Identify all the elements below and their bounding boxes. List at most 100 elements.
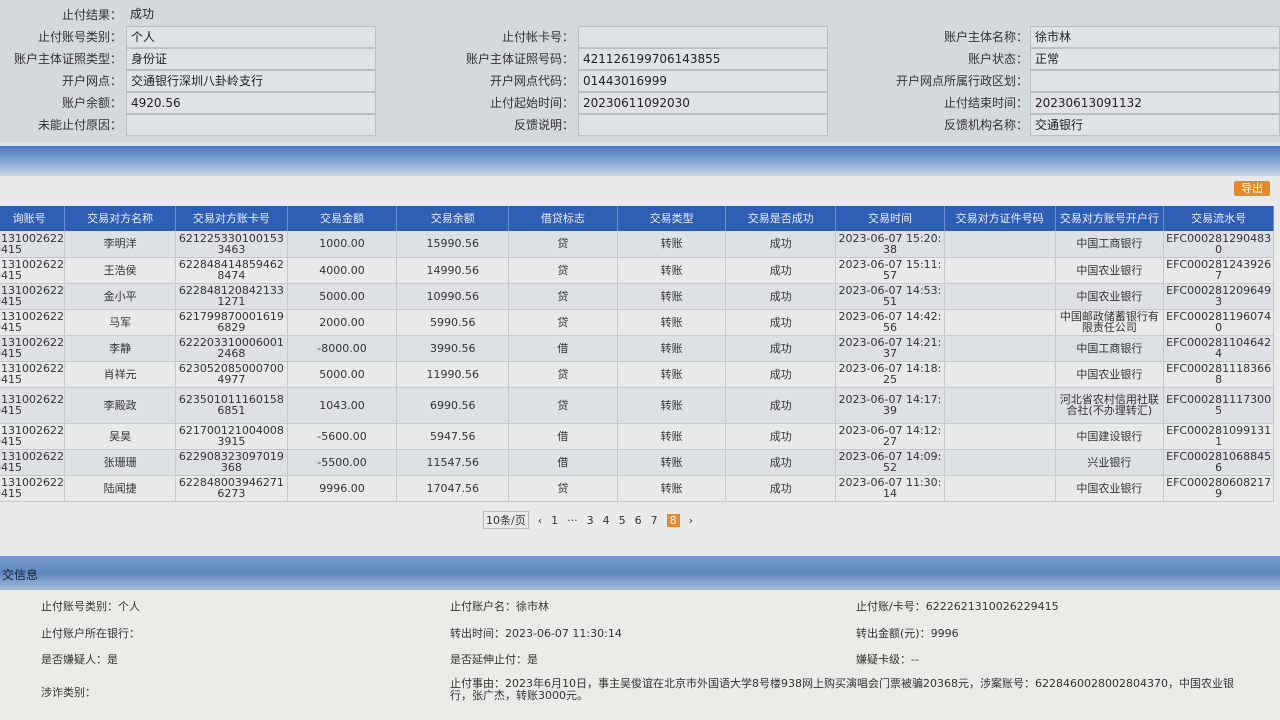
column-header[interactable]: 借贷标志 bbox=[508, 206, 618, 231]
table-cell: 成功 bbox=[725, 361, 837, 388]
table-cell: 14990.56 bbox=[396, 257, 510, 284]
table-row[interactable]: 21310026229415李殿政62350101116015868511043… bbox=[0, 387, 1274, 424]
table-cell bbox=[944, 387, 1056, 424]
field-label: 未能止付原因： bbox=[37, 118, 122, 132]
table-row[interactable]: 21310026229415李静6222033100060012468-8000… bbox=[0, 335, 1274, 362]
section-divider bbox=[0, 146, 1280, 176]
table-cell: 15990.56 bbox=[396, 231, 510, 258]
column-header[interactable]: 交易类型 bbox=[617, 206, 727, 231]
table-cell: 借 bbox=[508, 449, 618, 476]
info-item: 止付账户所在银行： bbox=[41, 627, 140, 640]
table-cell bbox=[944, 335, 1056, 362]
field-value: 成功 bbox=[130, 7, 155, 21]
table-row[interactable]: 21310026229415金小平62284812084213312715000… bbox=[0, 283, 1274, 310]
table-cell: 肖祥元 bbox=[64, 361, 176, 388]
table-cell: 17047.56 bbox=[396, 475, 510, 502]
page-1[interactable]: 1 bbox=[551, 513, 559, 527]
table-cell: 11547.56 bbox=[396, 449, 510, 476]
table-cell: 6228481208421331271 bbox=[175, 283, 288, 310]
table-cell: 5990.56 bbox=[396, 309, 510, 336]
page-4[interactable]: 4 bbox=[602, 513, 610, 527]
column-header[interactable]: 询账号 bbox=[0, 206, 66, 231]
table-cell: 6990.56 bbox=[396, 387, 510, 424]
page-6[interactable]: 6 bbox=[634, 513, 642, 527]
column-header[interactable]: 交易对方账号开户行 bbox=[1055, 206, 1165, 231]
table-cell: EFC0002810688456 bbox=[1163, 449, 1274, 476]
table-cell bbox=[944, 231, 1056, 258]
table-cell: 借 bbox=[508, 335, 618, 362]
info-item: 嫌疑卡级：-- bbox=[856, 653, 919, 666]
page-ellipsis[interactable]: ··· bbox=[567, 513, 578, 527]
table-cell: 贷 bbox=[508, 475, 618, 502]
table-cell: 吴昊 bbox=[64, 423, 176, 450]
page-7[interactable]: 7 bbox=[650, 513, 658, 527]
table-cell: 21310026229415 bbox=[0, 449, 66, 476]
table-cell: 转账 bbox=[617, 449, 727, 476]
field-value: 徐市林 bbox=[1030, 26, 1280, 48]
table-cell: 6222033100060012468 bbox=[175, 335, 288, 362]
table-row[interactable]: 21310026229415李明洋62122533010015334631000… bbox=[0, 231, 1274, 258]
table-row[interactable]: 21310026229415张珊珊622908323097019368-5500… bbox=[0, 449, 1274, 476]
prev-page-button[interactable]: ‹ bbox=[537, 513, 543, 527]
export-button[interactable]: 导出 bbox=[1234, 181, 1270, 196]
table-cell: 6217001210040083915 bbox=[175, 423, 288, 450]
page-8[interactable]: 8 bbox=[666, 513, 680, 527]
table-row[interactable]: 21310026229415陆闻捷62284800394627162739996… bbox=[0, 475, 1274, 502]
table-row[interactable]: 21310026229415马军62179987000161968292000.… bbox=[0, 309, 1274, 336]
table-cell: 6217998700016196829 bbox=[175, 309, 288, 336]
table-cell: 贷 bbox=[508, 283, 618, 310]
table-cell bbox=[944, 449, 1056, 476]
column-header[interactable]: 交易余额 bbox=[396, 206, 510, 231]
column-header[interactable]: 交易对方名称 bbox=[64, 206, 176, 231]
table-cell: 中国建设银行 bbox=[1055, 423, 1165, 450]
field-label: 账户主体证照类型： bbox=[13, 52, 122, 66]
table-cell: 贷 bbox=[508, 309, 618, 336]
table-cell: EFC0002811046424 bbox=[1163, 335, 1274, 362]
table-row[interactable]: 21310026229415肖祥元62305208500070049775000… bbox=[0, 361, 1274, 388]
column-header[interactable]: 交易流水号 bbox=[1163, 206, 1274, 231]
table-cell: 中国农业银行 bbox=[1055, 283, 1165, 310]
field-label: 止付起始时间： bbox=[489, 96, 574, 110]
table-cell: 21310026229415 bbox=[0, 387, 66, 424]
table-cell: 成功 bbox=[725, 283, 837, 310]
pagination: 10条/页 ‹ 1 ··· 3 4 5 6 7 8 › bbox=[483, 511, 694, 529]
table-cell: 李明洋 bbox=[64, 231, 176, 258]
table-cell: EFC0002810991311 bbox=[1163, 423, 1274, 450]
page-3[interactable]: 3 bbox=[586, 513, 594, 527]
table-cell: 21310026229415 bbox=[0, 231, 66, 258]
next-page-button[interactable]: › bbox=[688, 513, 694, 527]
table-cell bbox=[944, 309, 1056, 336]
table-cell: 贷 bbox=[508, 361, 618, 388]
page-5[interactable]: 5 bbox=[618, 513, 626, 527]
table-cell: 2023-06-07 14:42:56 bbox=[835, 309, 945, 336]
table-cell: 5000.00 bbox=[287, 361, 398, 388]
column-header[interactable]: 交易金额 bbox=[287, 206, 398, 231]
column-header[interactable]: 交易对方证件号码 bbox=[944, 206, 1056, 231]
field-label: 开户网点所属行政区划： bbox=[895, 74, 1028, 88]
info-item: 转出金额(元)：9996 bbox=[856, 627, 959, 640]
table-cell: 金小平 bbox=[64, 283, 176, 310]
table-cell: EFC0002812096493 bbox=[1163, 283, 1274, 310]
table-cell: 转账 bbox=[617, 309, 727, 336]
table-cell: 成功 bbox=[725, 423, 837, 450]
info-item: 止付账/卡号：6222621310026229415 bbox=[856, 600, 1059, 613]
transaction-table: 询账号 交易对方名称 交易对方账卡号 交易金额 交易余额 借贷标志 交易类型 交易是否成功 交易… bbox=[0, 206, 1274, 502]
table-cell: 中国农业银行 bbox=[1055, 257, 1165, 284]
field-label: 账户主体证照号码： bbox=[465, 52, 574, 66]
stop-payment-result-panel: 止付结果： 成功 止付账号类别： 个人 止付帐卡号： 账户主体名称： 徐市林 账户主体证照类型… bbox=[0, 0, 1280, 142]
table-cell: 贷 bbox=[508, 231, 618, 258]
table-cell: 9996.00 bbox=[287, 475, 398, 502]
column-header[interactable]: 交易是否成功 bbox=[725, 206, 837, 231]
table-row[interactable]: 21310026229415吴昊6217001210040083915-5600… bbox=[0, 423, 1274, 450]
table-cell: 转账 bbox=[617, 231, 727, 258]
table-cell: 转账 bbox=[617, 335, 727, 362]
field-label: 反馈说明： bbox=[513, 118, 574, 132]
table-cell: 6235010111601586851 bbox=[175, 387, 288, 424]
table-cell bbox=[944, 475, 1056, 502]
page-size-select[interactable]: 10条/页 bbox=[483, 511, 529, 529]
table-cell: EFC0002806082179 bbox=[1163, 475, 1274, 502]
column-header[interactable]: 交易对方账卡号 bbox=[175, 206, 288, 231]
column-header[interactable]: 交易时间 bbox=[835, 206, 945, 231]
table-row[interactable]: 21310026229415王浩侯62284841485946284744000… bbox=[0, 257, 1274, 284]
table-cell: 中国农业银行 bbox=[1055, 361, 1165, 388]
